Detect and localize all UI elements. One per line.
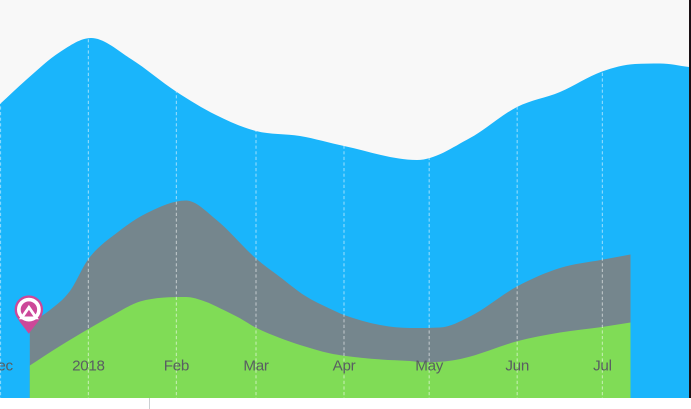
svg-text:May: May — [415, 357, 443, 374]
svg-text:2018: 2018 — [72, 357, 105, 374]
svg-text:Dec: Dec — [0, 357, 13, 374]
svg-text:Feb: Feb — [164, 357, 189, 374]
svg-text:Jun: Jun — [505, 357, 529, 374]
svg-text:Mar: Mar — [243, 357, 268, 374]
svg-text:Apr: Apr — [333, 357, 356, 374]
svg-text:Jul: Jul — [593, 357, 612, 374]
